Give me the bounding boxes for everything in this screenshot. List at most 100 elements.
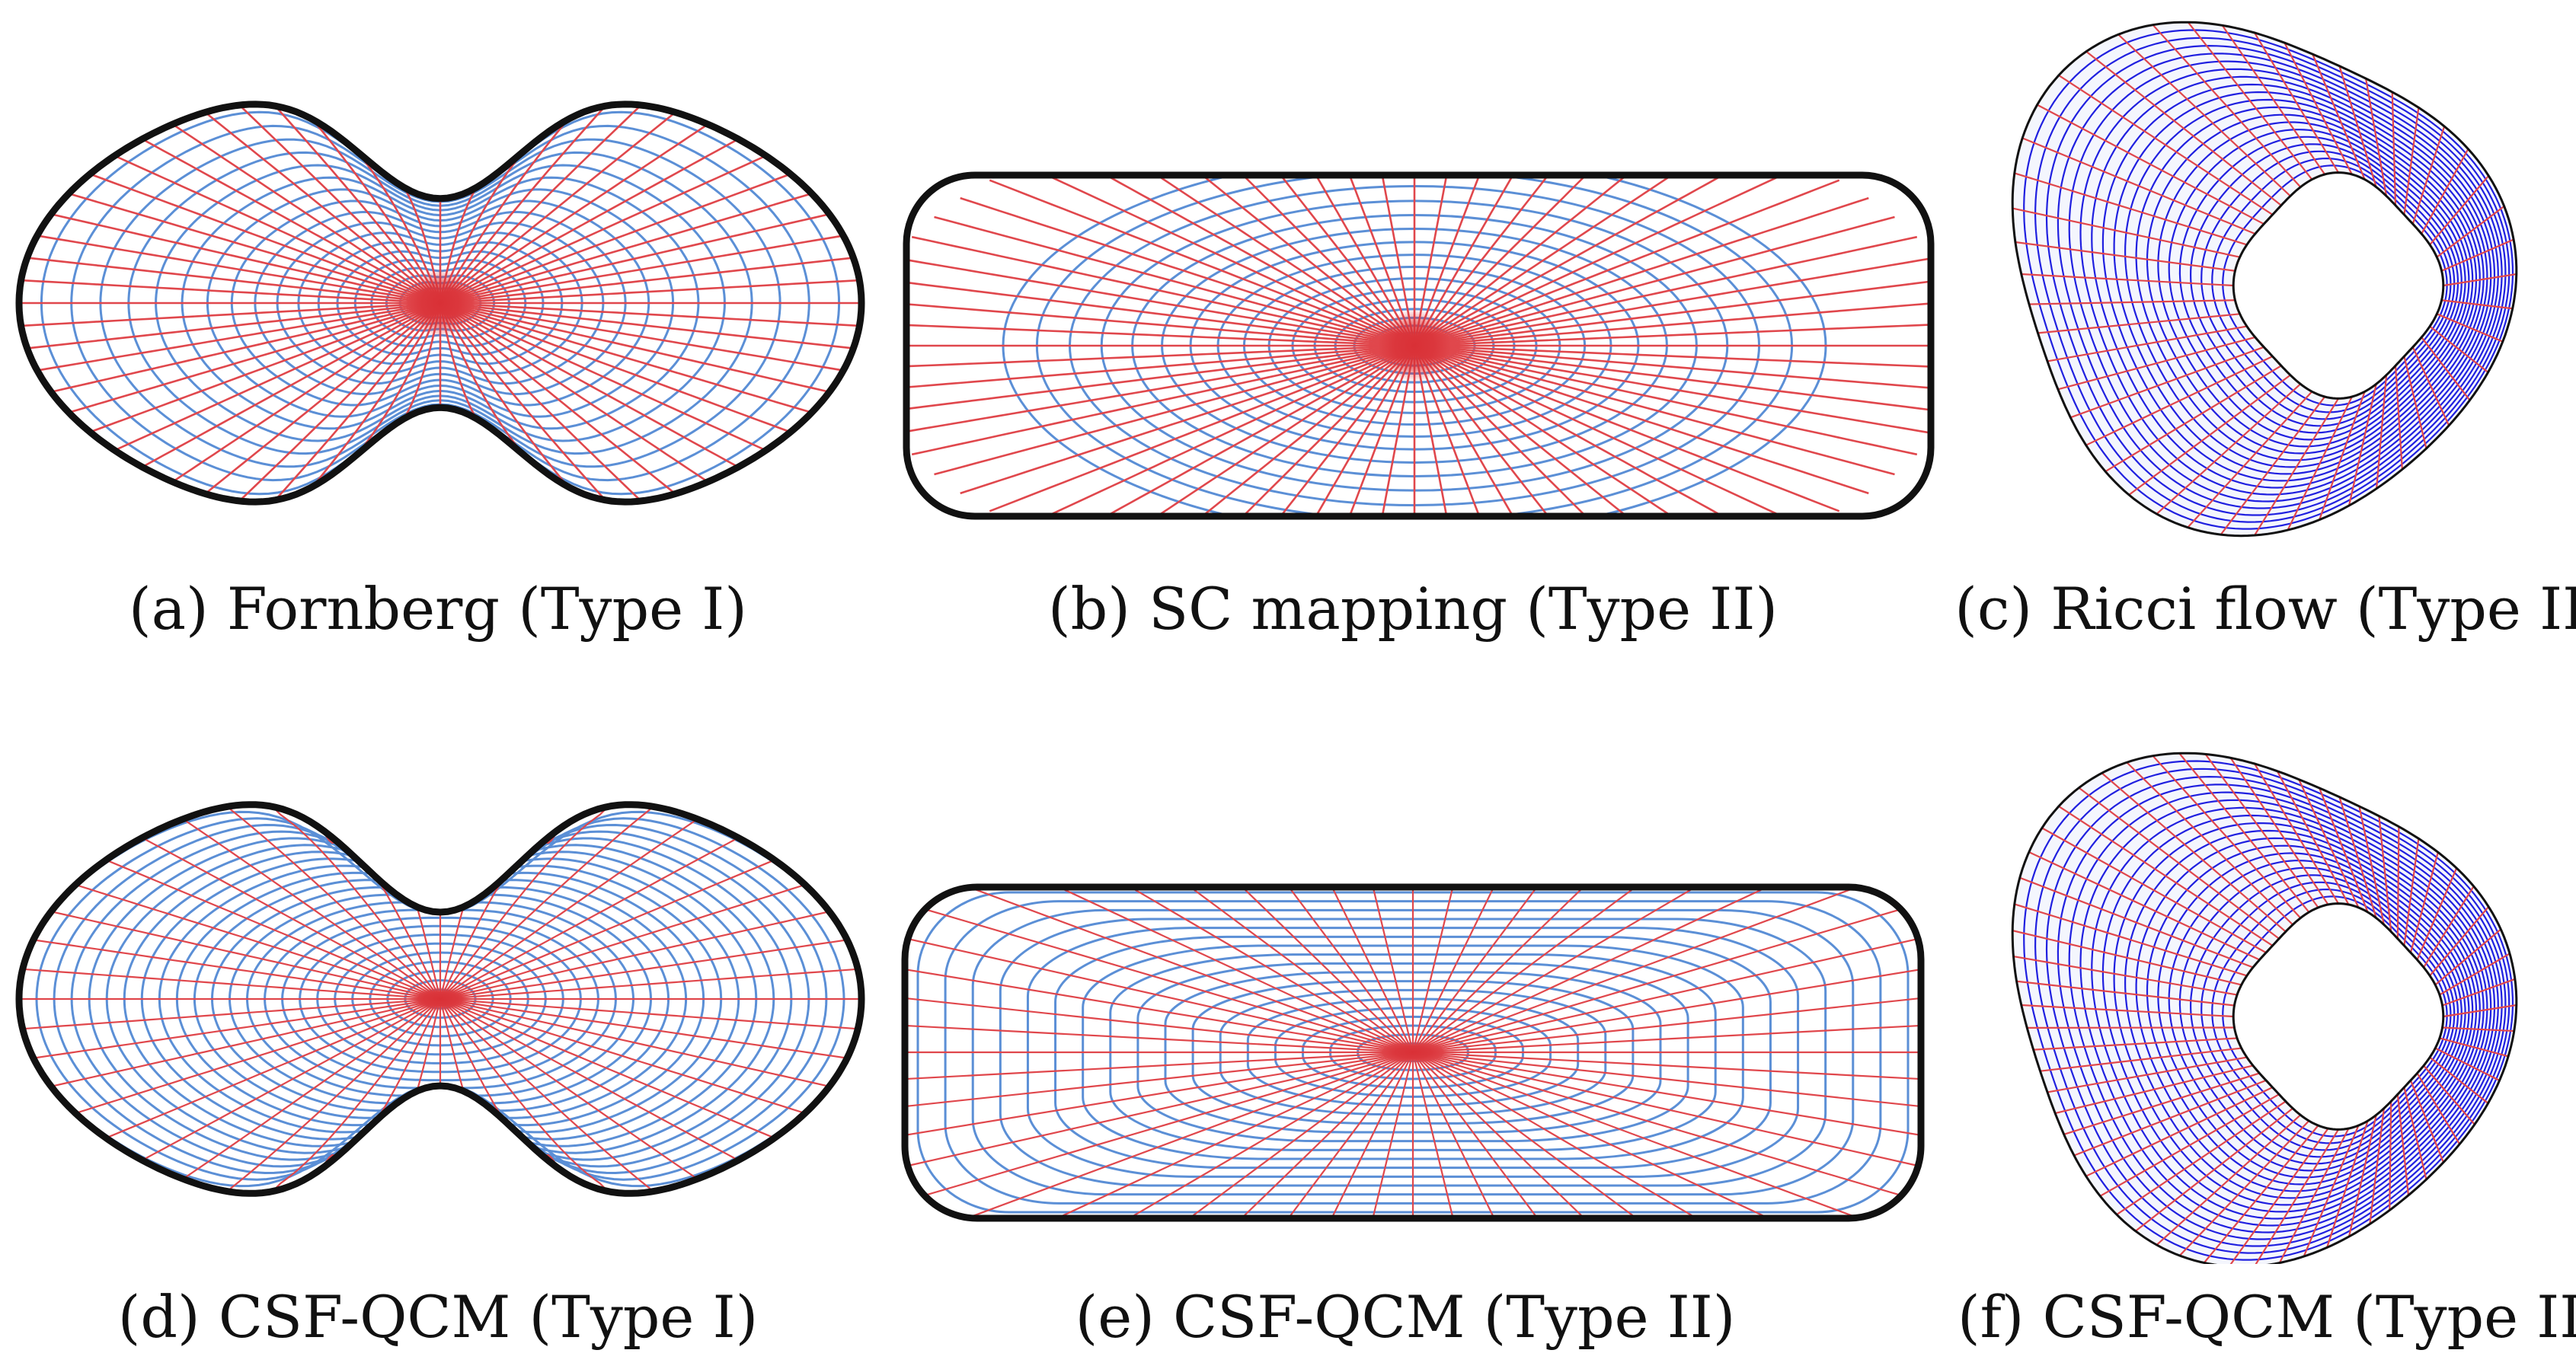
radial-line [2423,886,2475,969]
radial-line [2378,815,2392,932]
red-radial-line [19,965,441,1001]
red-radial-line [1412,1051,1921,1090]
radial-line [2014,172,2248,246]
ring-line [2023,760,2514,1261]
radial-line [2037,104,2264,225]
radial-line [2442,1026,2514,1032]
domain-boundary [15,101,865,506]
radial-line [2396,1094,2410,1195]
radial-line [2409,1080,2444,1163]
red-radial-line [1412,887,1641,1053]
ring-line [2023,29,2514,530]
red-radial-line [1412,1052,1711,1218]
red-radial-line [1412,912,1921,1054]
red-radial-line [1335,1052,1414,1218]
outer-boundary [2011,21,2518,538]
red-radial-line [112,821,441,1000]
radial-line [2423,1064,2475,1125]
red-radial-line [1412,1052,1641,1218]
radial-line [2436,313,2504,343]
radial-line [2312,53,2366,180]
panel-f [1950,731,2576,1264]
red-radial-line [1412,887,1779,1053]
radial-line [2403,107,2420,215]
panel-a [0,0,884,548]
ring-line [2091,806,2492,1220]
csf-qcm-type1-figure [15,801,865,1197]
radial-line [2085,1087,2274,1177]
radial-line [2254,397,2339,536]
grid-lines [2012,752,2517,1264]
red-radial-line [928,1052,1414,1218]
caption-c: (c) Ricci flow (Type III) [1954,575,2576,643]
red-radial-line [1412,1052,1779,1218]
radial-line [2057,336,2256,391]
radial-line [2434,928,2501,986]
red-radial-line [905,1015,1414,1054]
ring-line [2068,791,2499,1234]
radial-line [2054,1064,2254,1115]
radial-line [2178,752,2310,913]
radial-line [2015,241,2236,272]
ring-line [2178,867,2463,1165]
radial-line [2041,827,2267,954]
red-radial-line [72,997,441,1153]
red-radial-line [1412,1052,1567,1218]
radial-line [2156,1114,2301,1246]
red-radial-line [1335,887,1414,1053]
red-radial-line [905,1051,1414,1125]
panel-b [884,0,1950,548]
radial-line [2178,1120,2310,1256]
red-radial-line [1412,1051,1921,1125]
sc-mapping-type2-figure [903,171,1935,520]
radial-line [2016,980,2235,1007]
radial-line [2073,1079,2267,1157]
radial-line [2105,365,2282,473]
panel-d [0,731,884,1264]
radial-line [2303,1125,2360,1257]
csf-qcm-type3-figure [2011,752,2518,1264]
domain-boundary [15,801,865,1197]
caption-b: (b) SC mapping (Type II) [1048,575,1778,643]
red-radial-line [439,998,723,1194]
red-radial-line [439,804,673,1000]
radial-line [2416,1072,2461,1145]
radial-line [2058,806,2274,946]
red-radial-line [439,998,618,1194]
radial-line [2099,1093,2280,1197]
radial-line [2364,78,2388,196]
red-radial-line [19,997,441,1065]
radial-line [2394,365,2403,470]
red-radial-line [72,845,441,1001]
radial-line [2376,375,2388,489]
red-radial-line [1185,887,1414,1053]
radial-line [2411,126,2446,225]
red-radial-line [1412,1051,1921,1218]
red-radial-line [1412,1051,1921,1218]
radial-line [2019,876,2254,969]
ring-line [2222,895,2448,1138]
center-glow [410,987,471,1011]
radial-line [2047,1056,2248,1093]
radial-line [2278,1128,2350,1264]
panel-e [884,731,1950,1264]
red-radial-line [19,997,441,1096]
red-radial-line [262,804,441,1000]
radial-line [2229,757,2329,905]
red-radial-line [905,1051,1414,1159]
radial-line [2156,383,2301,515]
red-radial-line [1412,946,1921,1054]
radial-line [2429,906,2490,977]
red-radial-line [439,804,618,1000]
red-radial-line [1185,1052,1414,1218]
radial-line [2429,1056,2489,1104]
caption-f: (f) CSF-QCM (Type III) [1957,1283,2576,1351]
radial-line [2028,851,2260,961]
radial-line [2338,796,2377,918]
radial-line [2442,978,2516,1007]
red-radial-line [906,344,1415,369]
radial-line [2369,1108,2385,1224]
radial-line [2029,299,2236,305]
radial-line [2276,771,2350,905]
domain-boundary [903,171,1935,520]
